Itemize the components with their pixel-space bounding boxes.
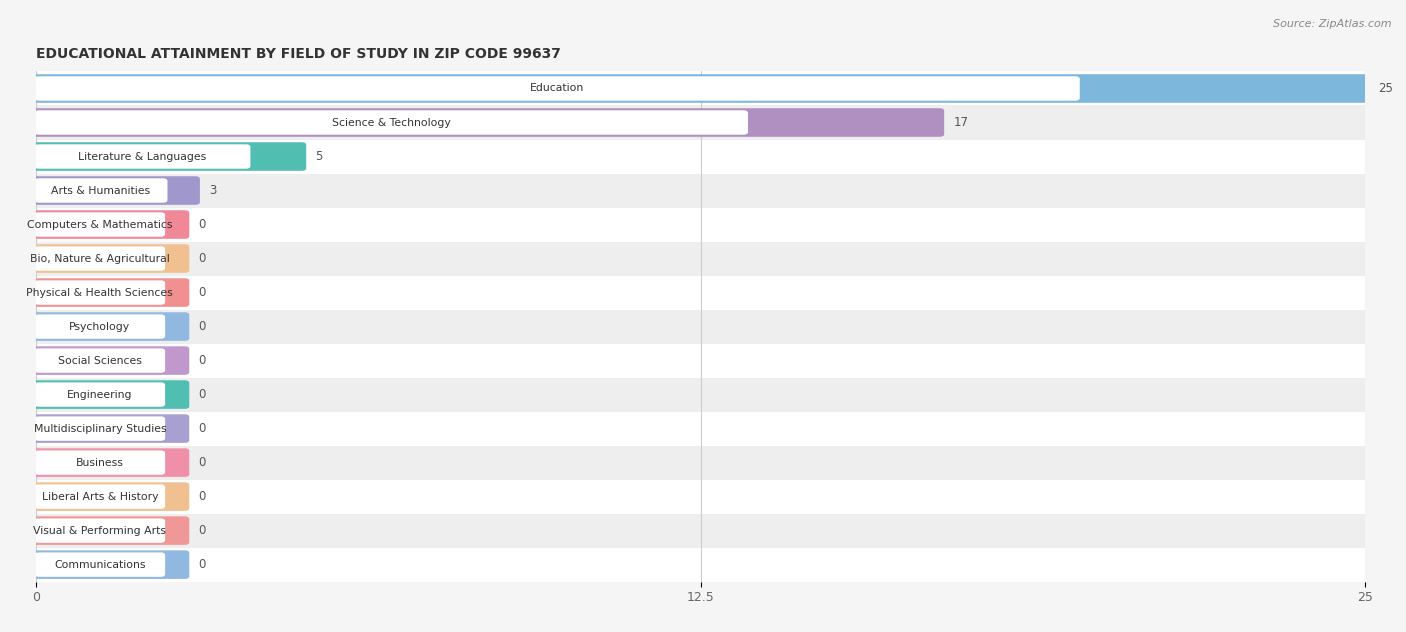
FancyBboxPatch shape [37,207,1365,241]
Text: Bio, Nature & Agricultural: Bio, Nature & Agricultural [30,253,170,264]
FancyBboxPatch shape [37,174,1365,207]
Text: 25: 25 [1378,82,1393,95]
FancyBboxPatch shape [32,346,190,375]
FancyBboxPatch shape [35,178,167,203]
FancyBboxPatch shape [32,415,190,443]
FancyBboxPatch shape [32,244,190,273]
FancyBboxPatch shape [37,344,1365,377]
FancyBboxPatch shape [32,448,190,477]
Text: 0: 0 [198,388,205,401]
FancyBboxPatch shape [37,411,1365,446]
FancyBboxPatch shape [32,176,200,205]
Text: Science & Technology: Science & Technology [332,118,451,128]
FancyBboxPatch shape [35,212,165,237]
FancyBboxPatch shape [37,310,1365,344]
FancyBboxPatch shape [37,106,1365,140]
FancyBboxPatch shape [35,314,165,339]
FancyBboxPatch shape [35,348,165,373]
Text: Literature & Languages: Literature & Languages [79,152,207,162]
FancyBboxPatch shape [32,74,1369,103]
FancyBboxPatch shape [35,552,165,577]
FancyBboxPatch shape [32,516,190,545]
Text: 5: 5 [315,150,322,163]
Text: Education: Education [530,83,585,94]
Text: 0: 0 [198,490,205,503]
Text: 0: 0 [198,558,205,571]
Text: 0: 0 [198,456,205,469]
Text: Physical & Health Sciences: Physical & Health Sciences [27,288,173,298]
FancyBboxPatch shape [35,281,165,305]
Text: Psychology: Psychology [69,322,131,332]
FancyBboxPatch shape [37,446,1365,480]
FancyBboxPatch shape [32,142,307,171]
FancyBboxPatch shape [32,278,190,307]
FancyBboxPatch shape [32,108,945,137]
Text: 0: 0 [198,252,205,265]
FancyBboxPatch shape [35,518,165,543]
FancyBboxPatch shape [35,382,165,407]
FancyBboxPatch shape [37,377,1365,411]
FancyBboxPatch shape [37,241,1365,276]
Text: 0: 0 [198,286,205,299]
Text: Multidisciplinary Studies: Multidisciplinary Studies [34,423,166,434]
Text: Social Sciences: Social Sciences [58,356,142,365]
FancyBboxPatch shape [32,210,190,239]
FancyBboxPatch shape [32,312,190,341]
FancyBboxPatch shape [32,550,190,579]
FancyBboxPatch shape [37,514,1365,547]
Text: 3: 3 [209,184,217,197]
FancyBboxPatch shape [35,144,250,169]
FancyBboxPatch shape [35,76,1080,100]
Text: Communications: Communications [53,559,146,569]
Text: 0: 0 [198,524,205,537]
FancyBboxPatch shape [35,484,165,509]
FancyBboxPatch shape [35,246,165,270]
FancyBboxPatch shape [35,451,165,475]
FancyBboxPatch shape [32,482,190,511]
Text: Liberal Arts & History: Liberal Arts & History [42,492,157,502]
Text: 0: 0 [198,218,205,231]
Text: Source: ZipAtlas.com: Source: ZipAtlas.com [1274,19,1392,29]
FancyBboxPatch shape [35,416,165,441]
Text: Business: Business [76,458,124,468]
Text: 0: 0 [198,354,205,367]
Text: Engineering: Engineering [67,389,132,399]
Text: 0: 0 [198,422,205,435]
FancyBboxPatch shape [32,380,190,409]
FancyBboxPatch shape [37,71,1365,106]
Text: 0: 0 [198,320,205,333]
FancyBboxPatch shape [37,547,1365,581]
FancyBboxPatch shape [35,111,748,135]
FancyBboxPatch shape [37,480,1365,514]
Text: Arts & Humanities: Arts & Humanities [52,186,150,195]
FancyBboxPatch shape [37,276,1365,310]
FancyBboxPatch shape [37,140,1365,174]
Text: Visual & Performing Arts: Visual & Performing Arts [34,526,166,536]
Text: 17: 17 [953,116,969,129]
Text: Computers & Mathematics: Computers & Mathematics [27,219,173,229]
Text: EDUCATIONAL ATTAINMENT BY FIELD OF STUDY IN ZIP CODE 99637: EDUCATIONAL ATTAINMENT BY FIELD OF STUDY… [37,47,561,61]
